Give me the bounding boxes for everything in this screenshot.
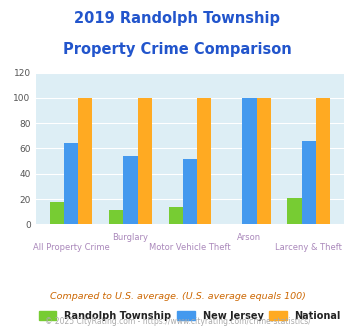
Text: Motor Vehicle Theft: Motor Vehicle Theft bbox=[149, 243, 231, 251]
Bar bbox=[302, 141, 316, 224]
Bar bbox=[138, 98, 152, 224]
Bar bbox=[316, 98, 330, 224]
Bar bbox=[197, 98, 211, 224]
Bar bbox=[242, 98, 257, 224]
Bar bbox=[169, 207, 183, 224]
Text: Larceny & Theft: Larceny & Theft bbox=[275, 243, 342, 251]
Bar bbox=[123, 156, 138, 224]
Text: Burglary: Burglary bbox=[113, 233, 148, 242]
Text: © 2025 CityRating.com - https://www.cityrating.com/crime-statistics/: © 2025 CityRating.com - https://www.city… bbox=[45, 317, 310, 326]
Legend: Randolph Township, New Jersey, National: Randolph Township, New Jersey, National bbox=[36, 308, 344, 324]
Text: All Property Crime: All Property Crime bbox=[33, 243, 109, 251]
Text: Arson: Arson bbox=[237, 233, 262, 242]
Text: Property Crime Comparison: Property Crime Comparison bbox=[63, 42, 292, 57]
Bar bbox=[109, 211, 123, 224]
Text: Compared to U.S. average. (U.S. average equals 100): Compared to U.S. average. (U.S. average … bbox=[50, 292, 305, 301]
Bar bbox=[288, 198, 302, 224]
Bar bbox=[50, 202, 64, 224]
Bar bbox=[183, 159, 197, 224]
Bar bbox=[64, 144, 78, 224]
Bar bbox=[257, 98, 271, 224]
Bar bbox=[78, 98, 92, 224]
Text: 2019 Randolph Township: 2019 Randolph Township bbox=[75, 11, 280, 26]
